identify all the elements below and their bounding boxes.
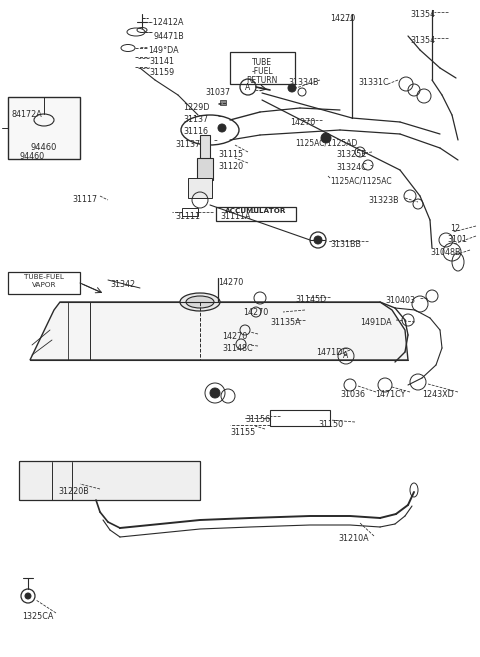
Text: 31145D: 31145D <box>295 295 326 304</box>
Text: A: A <box>343 351 348 361</box>
Text: 31156: 31156 <box>245 415 270 424</box>
Text: 31323B: 31323B <box>368 196 398 205</box>
Text: 31148C: 31148C <box>222 344 252 353</box>
FancyBboxPatch shape <box>20 461 201 501</box>
Bar <box>188 178 212 198</box>
Text: TUBE: TUBE <box>252 58 272 67</box>
Text: 31150: 31150 <box>318 420 343 429</box>
Bar <box>8 97 80 159</box>
Text: 94460: 94460 <box>20 152 45 161</box>
Text: 31159: 31159 <box>149 68 174 77</box>
Text: 31342: 31342 <box>110 280 135 289</box>
Ellipse shape <box>180 293 220 311</box>
Text: 31117: 31117 <box>72 195 97 204</box>
Text: 31135A: 31135A <box>270 318 300 327</box>
Text: 14270: 14270 <box>290 118 315 127</box>
Text: 31155: 31155 <box>230 428 255 437</box>
Polygon shape <box>30 302 408 360</box>
Text: 31141: 31141 <box>149 57 174 66</box>
Text: 31137: 31137 <box>175 140 200 149</box>
Text: 12: 12 <box>450 224 460 233</box>
Circle shape <box>321 133 331 143</box>
Bar <box>220 100 226 105</box>
Text: VAPOR: VAPOR <box>32 282 56 288</box>
Text: 31354: 31354 <box>410 10 435 19</box>
Text: --12412A: --12412A <box>148 18 184 27</box>
Text: 14270: 14270 <box>222 332 247 341</box>
Text: 31220B: 31220B <box>58 487 89 496</box>
Bar <box>230 52 295 84</box>
Ellipse shape <box>186 296 214 308</box>
Text: 31048B: 31048B <box>430 248 460 257</box>
Text: 14270: 14270 <box>330 14 355 23</box>
Text: 1325CA: 1325CA <box>22 612 53 621</box>
Text: 14270: 14270 <box>243 308 268 317</box>
Text: 31331C: 31331C <box>358 78 389 87</box>
Text: 31334B: 31334B <box>288 78 319 87</box>
Text: 1471CY: 1471CY <box>375 390 406 399</box>
Text: 31324C: 31324C <box>336 163 367 172</box>
Text: 31037: 31037 <box>205 88 230 97</box>
Text: RETURN: RETURN <box>246 76 278 85</box>
Circle shape <box>314 236 322 244</box>
Text: A: A <box>245 83 251 91</box>
Text: 31210A: 31210A <box>338 534 369 543</box>
Circle shape <box>25 593 31 599</box>
Text: 31115: 31115 <box>218 150 243 159</box>
Text: ACCUMULATOR: ACCUMULATOR <box>225 208 287 214</box>
Text: 31116: 31116 <box>183 127 208 136</box>
Bar <box>270 410 330 426</box>
Text: 310403: 310403 <box>385 296 415 305</box>
Text: 84172A: 84172A <box>12 110 43 119</box>
Bar <box>216 207 296 221</box>
Text: 1229D: 1229D <box>183 103 209 112</box>
Text: 31325E: 31325E <box>336 150 366 159</box>
Text: 1125AC/1125AC: 1125AC/1125AC <box>330 176 392 185</box>
Bar <box>182 208 198 216</box>
Text: 1125AC/1125AD: 1125AC/1125AD <box>295 138 358 147</box>
Bar <box>197 158 213 180</box>
Text: 31036: 31036 <box>340 390 365 399</box>
Text: 14270: 14270 <box>218 278 243 287</box>
Text: 31120: 31120 <box>218 162 243 171</box>
Circle shape <box>210 388 220 398</box>
Text: 1243XD: 1243XD <box>422 390 454 399</box>
Text: 1471DC: 1471DC <box>316 348 348 357</box>
Text: 149°DA: 149°DA <box>148 46 179 55</box>
Text: 3101: 3101 <box>447 235 467 244</box>
Text: 31111A: 31111A <box>220 212 251 221</box>
Text: 94460: 94460 <box>31 143 57 152</box>
Text: 94471B: 94471B <box>153 32 184 41</box>
Circle shape <box>218 124 226 132</box>
Text: -FUEL: -FUEL <box>251 67 273 76</box>
Bar <box>8 272 80 294</box>
Text: TUBE-FUEL: TUBE-FUEL <box>24 274 64 280</box>
Text: 3131BB: 3131BB <box>330 240 361 249</box>
Text: 31137: 31137 <box>183 115 208 124</box>
Text: 1491DA: 1491DA <box>360 318 392 327</box>
Text: 31354: 31354 <box>410 36 435 45</box>
Bar <box>200 135 210 175</box>
Text: 31111: 31111 <box>175 212 200 221</box>
Circle shape <box>288 84 296 92</box>
